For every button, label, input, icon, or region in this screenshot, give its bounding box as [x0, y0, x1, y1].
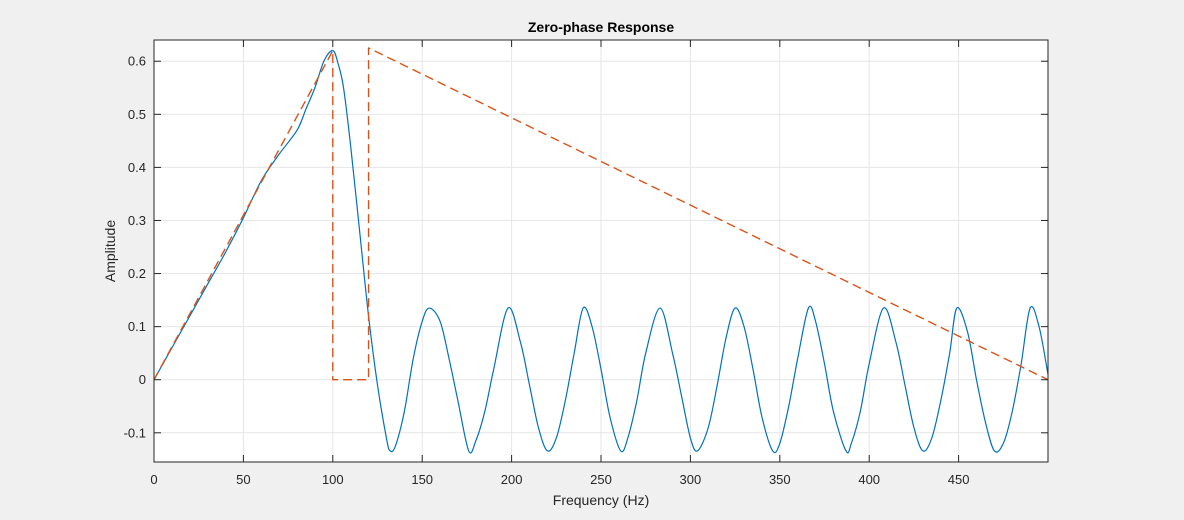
x-tick-label: 150 — [411, 472, 433, 487]
zero-phase-response-line — [154, 50, 1048, 454]
y-tick-label: 0.3 — [128, 213, 146, 228]
x-tick-label: 200 — [501, 472, 523, 487]
y-axis-label: Amplitude — [102, 220, 118, 282]
x-tick-label: 450 — [948, 472, 970, 487]
y-tick-label: 0.4 — [128, 160, 146, 175]
x-axis-label: Frequency (Hz) — [553, 492, 649, 508]
ideal-response-line — [154, 47, 1048, 381]
x-tick-label: 50 — [236, 472, 250, 487]
x-tick-label: 350 — [769, 472, 791, 487]
y-tick-label: 0.6 — [128, 54, 146, 69]
x-tick-label: 250 — [590, 472, 612, 487]
horizontal-grid-lines — [154, 60, 1048, 434]
x-tick-label: 100 — [322, 472, 344, 487]
y-tick-label: 0.5 — [128, 107, 146, 122]
y-axis-ticks: -0.1 0 0.1 0.2 0.3 0.4 0.5 0.6 — [124, 54, 1048, 440]
x-tick-label: 0 — [150, 472, 157, 487]
x-axis-ticks: 0 50 100 150 200 250 300 350 400 450 — [150, 40, 969, 487]
y-tick-label: 0.1 — [128, 319, 146, 334]
y-tick-label: 0 — [139, 372, 146, 387]
chart-title: Zero-phase Response — [528, 19, 674, 35]
x-tick-label: 300 — [680, 472, 702, 487]
y-tick-label: 0.2 — [128, 266, 146, 281]
y-tick-label: -0.1 — [124, 425, 146, 440]
series-layer — [154, 47, 1048, 454]
x-tick-label: 400 — [858, 472, 880, 487]
